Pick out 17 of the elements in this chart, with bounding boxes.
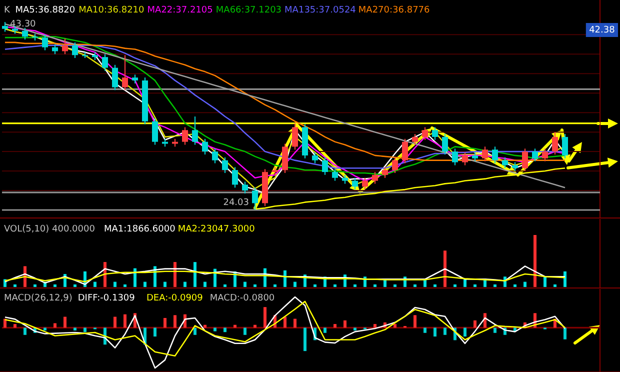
annotation: MACD:-0.0800: [210, 293, 275, 304]
text: MA66:37.1203: [216, 5, 282, 16]
text: MA10:36.8210: [78, 5, 145, 16]
chart-title: K: [4, 5, 11, 16]
series-label: MA5:36.8820: [15, 5, 76, 16]
annotation: 43.30: [10, 19, 36, 30]
chart-title: MACD(26,12,9): [4, 293, 72, 304]
text: MA2:23047.3000: [178, 224, 256, 234]
text: MA270:36.8776: [358, 5, 430, 16]
text: 42.38: [589, 25, 616, 36]
series-label: DIFF:-0.1309: [78, 293, 136, 304]
text: DEA:-0.0909: [146, 293, 204, 304]
text: MA22:37.2105: [147, 5, 213, 16]
annotation: 24.03: [223, 198, 249, 208]
text: MA1:1866.6000: [104, 224, 176, 234]
chart-title: VOL(5,10) 400.0000: [4, 224, 96, 234]
text: MA135:37.0524: [284, 5, 356, 16]
